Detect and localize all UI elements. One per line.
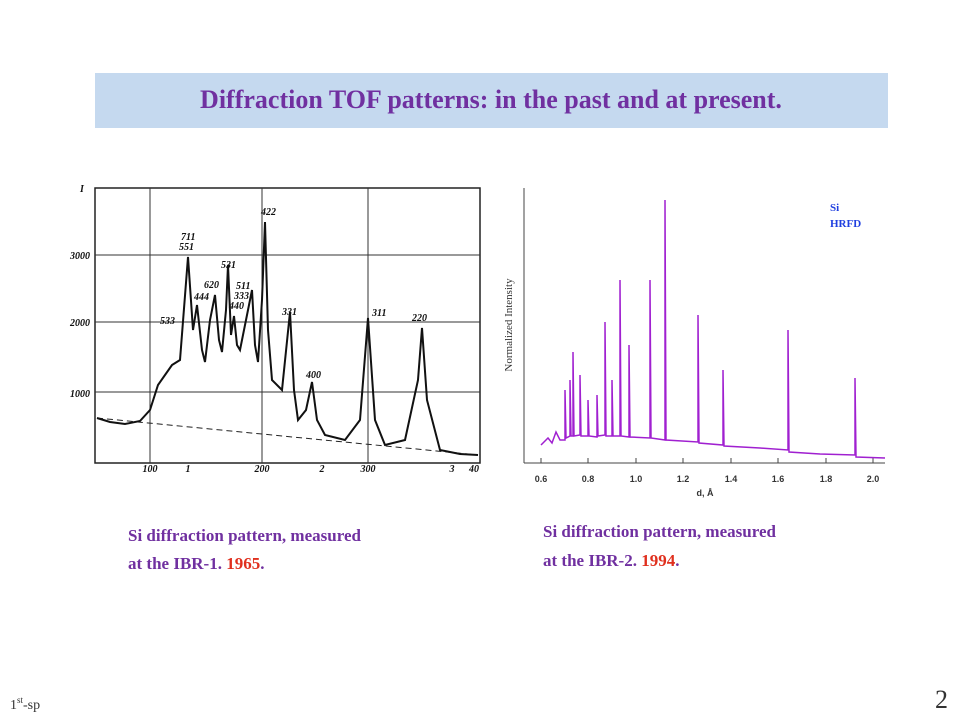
caption: Si diffraction pattern, measured	[128, 526, 361, 545]
caption-text: at the IBR-2.	[543, 551, 641, 570]
slide-title: Diffraction TOF patterns: in the past an…	[200, 85, 782, 114]
peak-label: 440	[228, 301, 244, 312]
caption: at the IBR-2. 1994.	[543, 551, 679, 570]
x-tick-label: 0.6	[535, 474, 548, 484]
footer-rest: -sp	[23, 698, 40, 713]
peak-label: 620	[204, 280, 219, 291]
caption-year: 1994	[641, 551, 676, 570]
x-tick-label: 1.2	[677, 474, 690, 484]
x-tick-label: 300	[360, 464, 376, 475]
peak-label: 400	[305, 370, 321, 381]
peak-label: 331	[281, 307, 297, 318]
title-bar	[95, 73, 888, 128]
caption-text: .	[260, 554, 264, 573]
left-figure: I 3000 2000 1000 100 1 200 2 300 3 40 71…	[69, 184, 481, 475]
right-figure: d, Å 0.6 0.8 1.0 1.2 1.4 1.6 1.8 2.0 Nor…	[503, 188, 886, 498]
caption: at the IBR-1. 1965.	[128, 554, 264, 573]
peak-label: 422	[260, 207, 276, 218]
caption: Si diffraction pattern, measured	[543, 522, 776, 541]
x-tick-label: 1	[186, 464, 191, 475]
caption-year: 1965	[226, 554, 260, 573]
peak-label: 511	[236, 281, 250, 292]
x-tick-label: 2.0	[867, 474, 880, 484]
x-tick-label: 40	[468, 464, 479, 475]
peak-label: 533	[160, 316, 175, 327]
peak-label: 711	[181, 232, 195, 243]
x-tick-label: 1.0	[630, 474, 643, 484]
x-tick-label: 3	[449, 464, 455, 475]
peak-label: 531	[221, 260, 236, 271]
x-tick-label: 100	[143, 464, 158, 475]
y-tick-label: 1000	[70, 389, 90, 400]
peak-label: 444	[193, 292, 209, 303]
x-tick-label: 200	[254, 464, 270, 475]
y-tick-label: 2000	[69, 318, 90, 329]
footer-sup: st	[17, 695, 24, 705]
x-tick-label: 1.6	[772, 474, 785, 484]
x-tick-label: 1.8	[820, 474, 833, 484]
x-tick-label: 2	[319, 464, 325, 475]
x-axis-label: d, Å	[697, 488, 714, 498]
y-tick-label: 3000	[69, 251, 90, 262]
peak-label: 311	[371, 308, 386, 319]
footer-number: 1	[10, 698, 17, 713]
caption-text: .	[675, 551, 679, 570]
legend-entry: HRFD	[830, 218, 861, 230]
peak-label: 333	[233, 291, 249, 302]
page-number: 2	[935, 685, 948, 714]
caption-text: at the IBR-1.	[128, 554, 226, 573]
peak-label: 551	[179, 242, 194, 253]
legend-entry: Si	[830, 202, 839, 214]
footer: 1st-sp	[10, 695, 40, 713]
y-axis-label: I	[79, 184, 85, 195]
peak-label: 220	[411, 313, 427, 324]
x-tick-label: 0.8	[582, 474, 595, 484]
y-axis-label: Normalized Intensity	[503, 278, 515, 372]
x-tick-label: 1.4	[725, 474, 738, 484]
